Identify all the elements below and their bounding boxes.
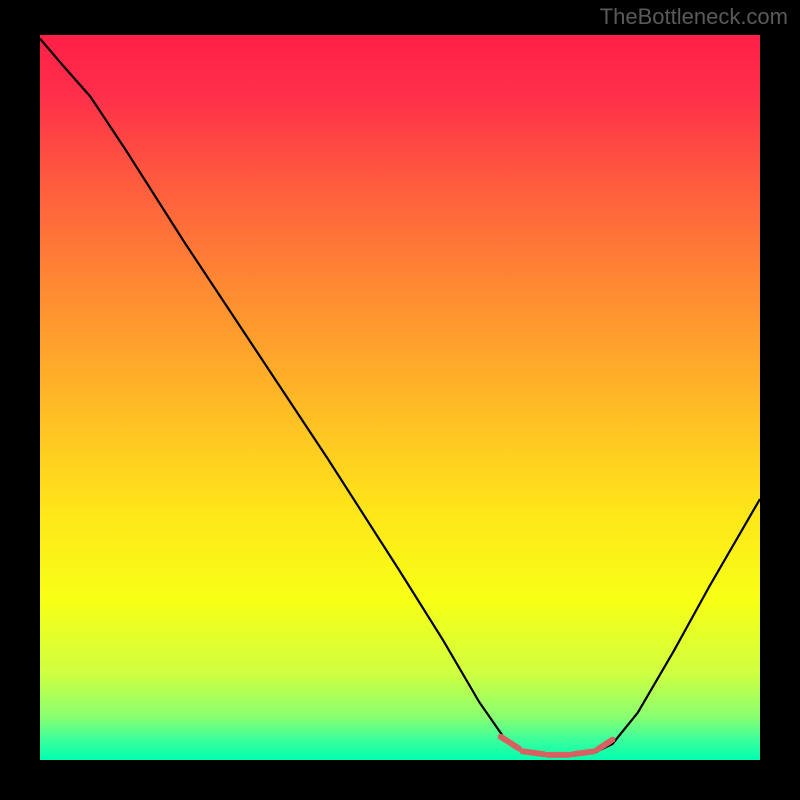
watermark-text: TheBottleneck.com [600, 4, 788, 30]
bottleneck-chart [0, 0, 800, 800]
plot-background [40, 35, 760, 760]
